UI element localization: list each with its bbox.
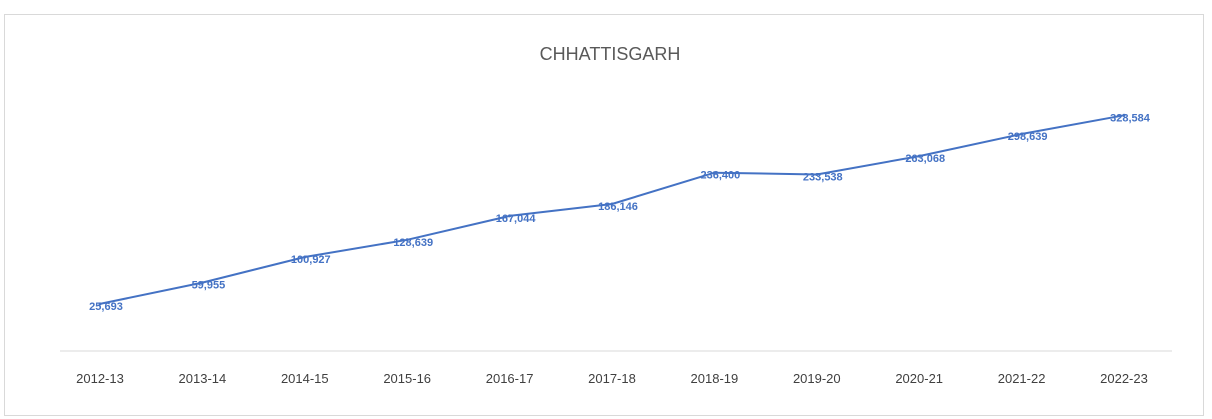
data-point-2017-18 — [610, 202, 614, 206]
x-tick-label-2012-13: 2012-13 — [76, 371, 124, 386]
data-label-2021-22: 298,639 — [1008, 131, 1048, 143]
data-point-2012-13 — [98, 302, 102, 306]
data-label-2022-23: 328,584 — [1110, 112, 1151, 124]
x-tick-label-2018-19: 2018-19 — [691, 371, 739, 386]
chart-title: CHHATTISGARH — [540, 44, 681, 64]
x-tick-label-2021-22: 2021-22 — [998, 371, 1046, 386]
data-point-2013-14 — [200, 281, 204, 285]
data-point-2022-23 — [1122, 113, 1126, 117]
data-label-2013-14: 59,955 — [192, 280, 226, 292]
x-tick-label-2017-18: 2017-18 — [588, 371, 636, 386]
data-label-2015-16: 128,639 — [393, 237, 433, 249]
x-tick-label-2013-14: 2013-14 — [179, 371, 227, 386]
data-label-2017-18: 186,146 — [598, 201, 638, 213]
data-point-2016-17 — [508, 214, 512, 218]
x-tick-label-2015-16: 2015-16 — [383, 371, 431, 386]
data-point-2020-21 — [917, 154, 921, 158]
x-tick-label-2014-15: 2014-15 — [281, 371, 329, 386]
data-point-2019-20 — [815, 173, 819, 176]
data-label-2018-19: 236,400 — [701, 170, 741, 182]
data-point-2015-16 — [405, 238, 409, 242]
data-point-2021-22 — [1020, 132, 1024, 136]
x-tick-label-2020-21: 2020-21 — [895, 371, 943, 386]
data-label-2019-20: 233,538 — [803, 172, 843, 184]
data-point-2018-19 — [712, 171, 716, 175]
x-tick-label-2016-17: 2016-17 — [486, 371, 534, 386]
data-point-2014-15 — [303, 255, 307, 259]
data-label-2020-21: 263,068 — [905, 153, 945, 165]
chart-frame — [4, 14, 1204, 416]
data-label-2016-17: 167,044 — [496, 213, 537, 225]
x-tick-label-2019-20: 2019-20 — [793, 371, 841, 386]
x-tick-label-2022-23: 2022-23 — [1100, 371, 1148, 386]
data-label-2014-15: 100,927 — [291, 254, 331, 266]
data-label-2012-13: 25,693 — [89, 301, 123, 313]
